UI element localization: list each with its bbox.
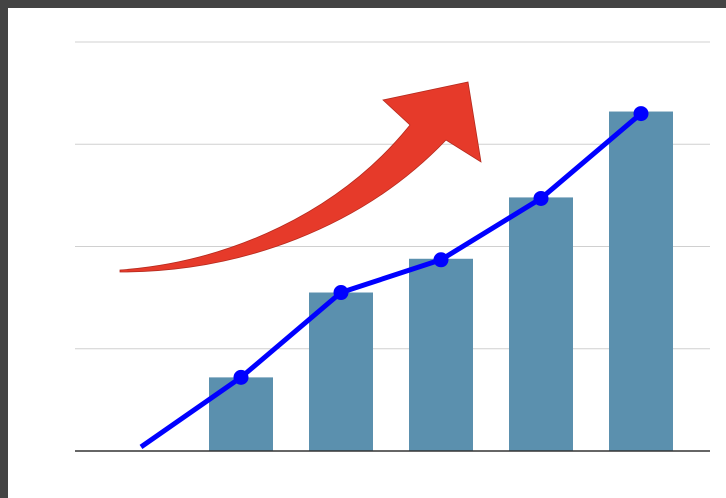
bar	[209, 377, 273, 451]
line-marker	[233, 369, 249, 385]
trend-arrow	[119, 81, 482, 273]
chart	[8, 8, 726, 498]
line-marker	[533, 190, 549, 206]
bar	[509, 197, 573, 451]
line	[139, 111, 643, 449]
line-marker	[633, 106, 649, 122]
bar	[409, 258, 473, 451]
line-marker	[433, 252, 449, 268]
line-marker	[333, 285, 349, 301]
bar	[609, 111, 673, 451]
bar	[309, 292, 373, 451]
